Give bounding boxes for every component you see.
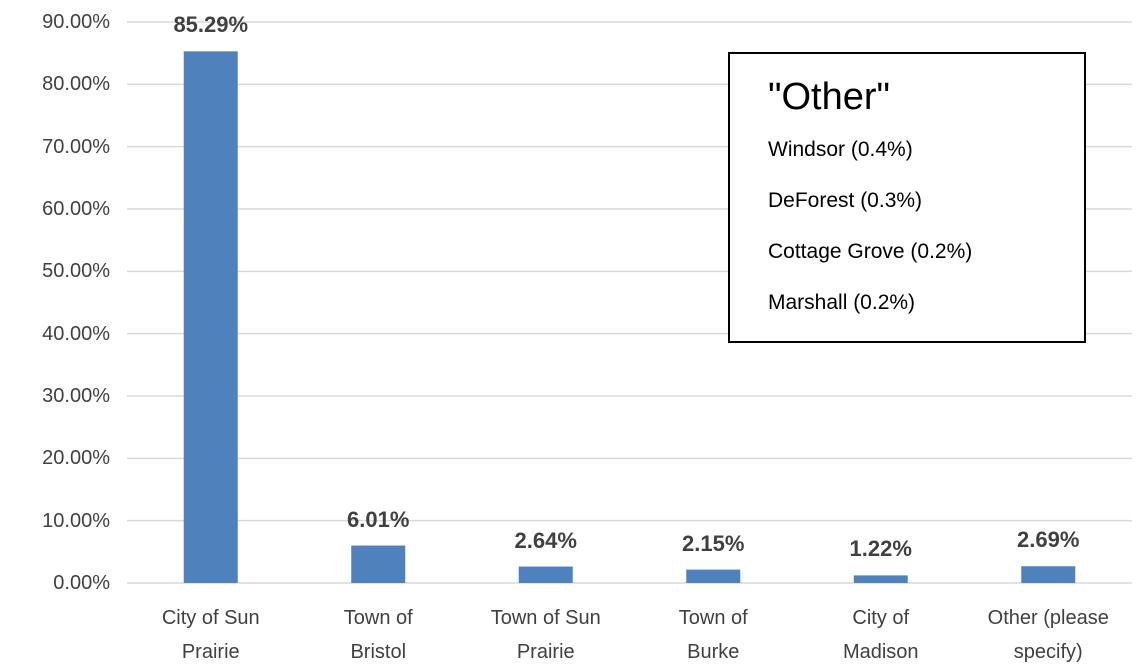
data-label: 1.22%: [849, 536, 912, 562]
bar: [351, 545, 406, 583]
data-label: 2.69%: [1017, 527, 1080, 553]
y-tick-label: 10.00%: [42, 509, 110, 532]
y-tick-label: 40.00%: [42, 322, 110, 345]
y-tick-label: 30.00%: [42, 385, 110, 407]
data-label: 6.01%: [347, 506, 410, 532]
x-tick-label: City of Sun Prairie: [161, 607, 260, 663]
annotation-item: Cottage Grove (0.2%): [768, 240, 973, 263]
annotation-item: Windsor (0.4%): [768, 138, 913, 161]
y-tick-label: 50.00%: [42, 260, 110, 283]
y-tick-label: 60.00%: [42, 198, 110, 220]
x-tick-label: Town of Burke: [678, 607, 748, 663]
x-tick-label: Other (please specify): [987, 607, 1109, 663]
y-tick-label: 80.00%: [42, 73, 110, 96]
data-label: 2.15%: [682, 530, 745, 556]
x-tick-label: Town of Bristol: [343, 607, 413, 663]
y-tick-label: 70.00%: [42, 135, 110, 158]
annotation-item: Marshall (0.2%): [768, 291, 916, 314]
data-label: 85.29%: [173, 12, 249, 38]
bar: [853, 575, 908, 583]
x-tick-label: City of Madison: [842, 607, 919, 663]
annotation-item: DeForest (0.3%): [768, 189, 923, 212]
y-tick-label: 0.00%: [53, 572, 110, 594]
bar: [1021, 566, 1076, 583]
bar: [518, 566, 573, 583]
y-tick-label: 90.00%: [42, 11, 110, 33]
annotation-title: "Other": [768, 76, 891, 118]
bar: [183, 51, 238, 583]
x-tick-label: Town of Sun Prairie: [490, 607, 601, 663]
y-tick-label: 20.00%: [42, 447, 110, 470]
data-label: 2.64%: [514, 527, 577, 553]
annotation-box: "Other" Windsor (0.4%) DeForest (0.3%) Cot…: [728, 52, 1086, 343]
bar: [686, 569, 741, 583]
